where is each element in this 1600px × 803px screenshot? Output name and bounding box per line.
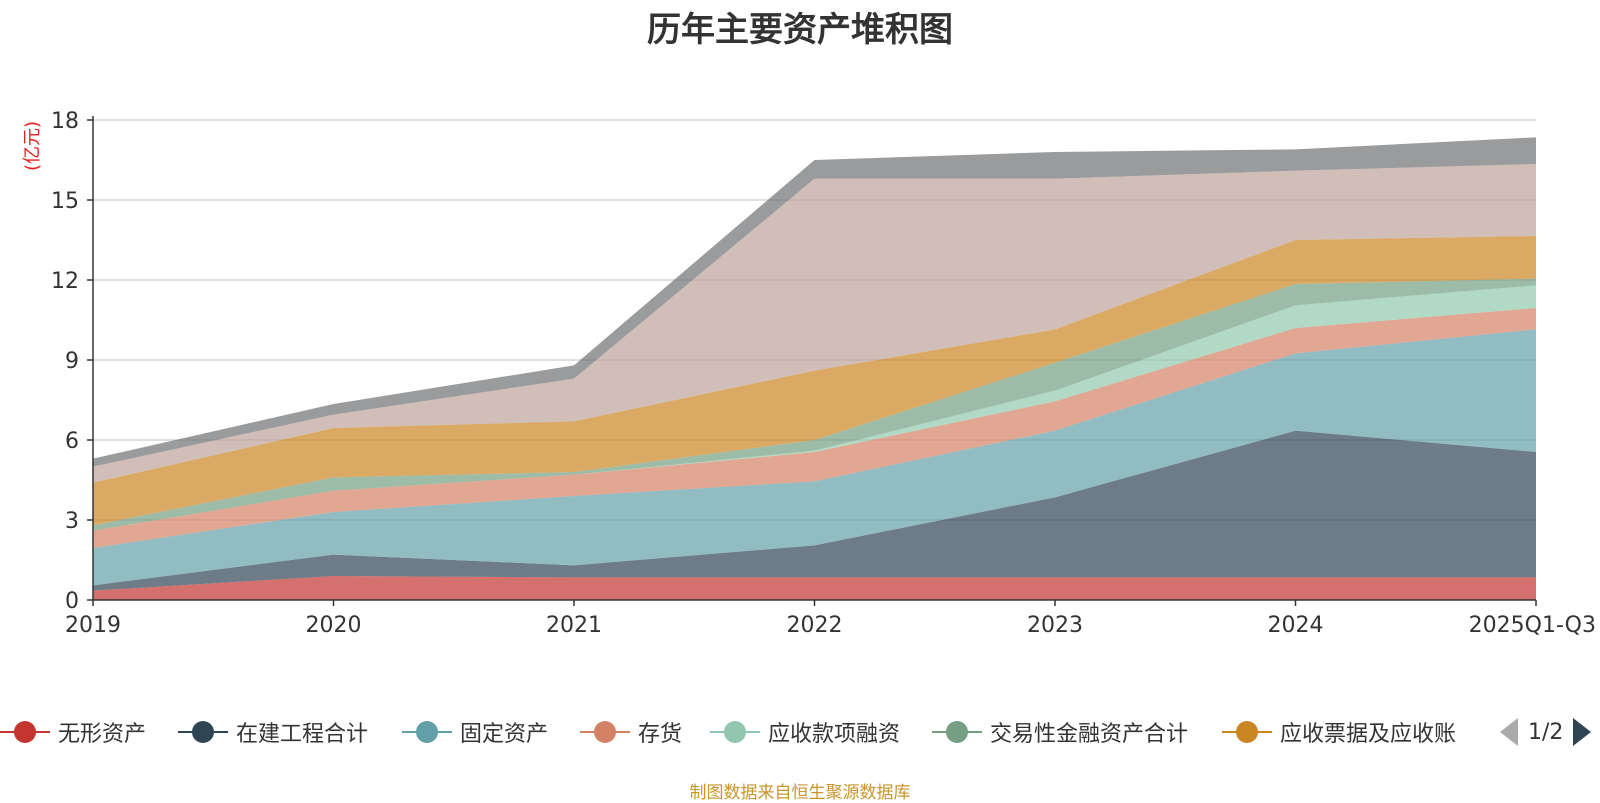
x-tick-label: 2023 [1027,613,1083,638]
x-tick-label: 2024 [1268,613,1324,638]
legend-item-construction-in-progress[interactable]: 在建工程合计 [178,712,368,752]
y-tick-label: 3 [65,509,79,534]
x-tick-label: 2021 [546,613,602,638]
y-tick-label: 9 [65,349,79,374]
legend-item-intangible-assets[interactable]: 无形资产 [0,712,146,752]
area-series-1 [93,430,1536,591]
legend-label: 在建工程合计 [236,722,369,747]
legend-label: 存货 [638,722,683,747]
legend-item-trading-financial-assets[interactable]: 交易性金融资产合计 [932,712,1188,752]
legend-label: 应收款项融资 [768,722,901,747]
area-series-2 [93,329,1536,586]
legend-label: 应收票据及应收账 [1280,722,1457,747]
chart-title: 历年主要资产堆积图 [647,10,953,50]
legend-page-indicator: 1/2 [1528,719,1564,745]
area-series-8 [93,137,1536,467]
legend-item-inventory[interactable]: 存货 [580,712,682,752]
legend: 无形资产 在建工程合计 固定资产 存货 应收款项融资 交易性金融资产合计 应 [0,712,1600,752]
y-tick-label: 15 [51,189,79,214]
legend-marker-icon [710,720,760,744]
legend-pager: 1/2 [1500,712,1592,752]
next-page-icon[interactable] [1573,718,1592,746]
y-tick-label: 6 [65,429,79,454]
legend-item-fixed-assets[interactable]: 固定资产 [402,712,548,752]
legend-item-receivables-financing[interactable]: 应收款项融资 [710,712,900,752]
legend-marker-icon [178,720,228,744]
area-series-5 [93,278,1536,531]
legend-marker-icon [932,720,982,744]
x-tick-label: 2019 [65,613,121,638]
legend-label: 无形资产 [58,722,147,747]
area-series-6 [93,236,1536,526]
legend-marker-icon [0,720,50,744]
x-tick-label: 2025Q1-Q3 [1469,613,1596,638]
y-tick-label: 18 [51,109,79,134]
area-series-4 [93,285,1536,531]
legend-label: 固定资产 [460,722,549,747]
area-series-7 [93,164,1536,483]
stacked-area-chart: 0 3 6 9 12 15 18 2019 2020 2021 2022 2023 2024 2025Q1… [22,109,1596,638]
y-axis-label: (亿元) [22,121,43,171]
area-series-0 [93,576,1536,600]
x-tick-label: 2022 [787,613,843,638]
legend-marker-icon [580,720,630,744]
x-tick-label: 2020 [306,613,362,638]
legend-item-notes-and-accounts-receivable[interactable]: 应收票据及应收账 [1222,712,1456,752]
previous-page-icon[interactable] [1500,718,1518,746]
legend-marker-icon [402,720,452,744]
y-tick-label: 12 [51,269,79,294]
data-source-note: 制图数据来自恒生聚源数据库 [689,783,911,803]
area-series-3 [93,308,1536,548]
legend-marker-icon [1222,720,1272,744]
legend-label: 交易性金融资产合计 [990,722,1189,747]
y-tick-label: 0 [65,589,79,614]
